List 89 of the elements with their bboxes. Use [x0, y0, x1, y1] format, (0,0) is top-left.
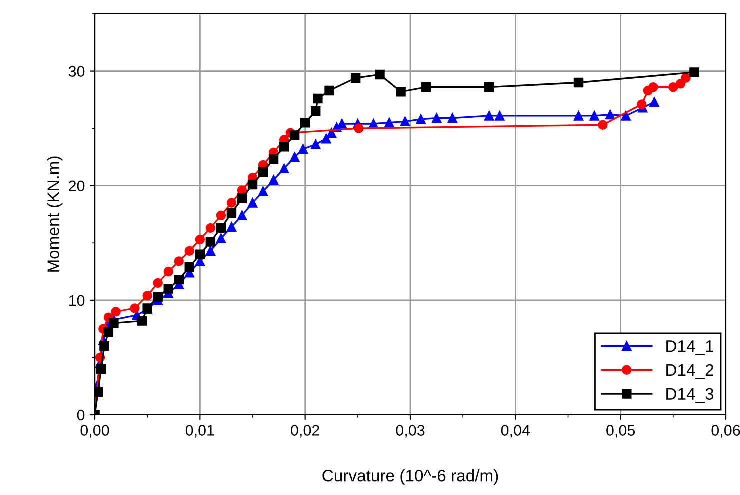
point	[290, 152, 300, 162]
point	[484, 111, 494, 121]
point	[448, 113, 458, 124]
point	[174, 274, 184, 285]
point	[248, 180, 258, 190]
x-tick-label: 0,06	[712, 425, 740, 438]
point	[350, 73, 361, 84]
point	[384, 118, 394, 128]
point	[300, 118, 310, 128]
point	[650, 97, 660, 108]
point	[416, 114, 426, 124]
point	[310, 140, 321, 150]
point	[109, 318, 119, 328]
point	[432, 113, 442, 124]
point	[258, 167, 268, 177]
point	[142, 290, 152, 301]
x-tick-label: 0,02	[291, 425, 320, 438]
legend-label: D14_1	[666, 340, 714, 356]
point	[248, 198, 258, 208]
point	[137, 316, 148, 326]
point	[621, 111, 631, 121]
point	[421, 82, 432, 92]
point	[590, 111, 600, 121]
y-tick-label: 0	[77, 410, 85, 421]
point	[111, 307, 121, 317]
point	[216, 223, 226, 234]
y-tick-label: 10	[69, 295, 85, 306]
legend-label: D14_3	[666, 388, 714, 404]
point	[206, 237, 216, 247]
point	[396, 87, 406, 97]
point	[153, 292, 163, 302]
y-tick-label: 20	[69, 180, 85, 192]
point	[226, 222, 237, 232]
point	[310, 106, 321, 116]
point	[164, 266, 174, 277]
point	[206, 223, 216, 234]
point	[375, 70, 385, 80]
point	[279, 164, 290, 174]
point	[226, 198, 237, 208]
point	[216, 210, 226, 221]
point	[268, 175, 279, 185]
point	[96, 364, 106, 374]
x-tick-label: 0,03	[396, 425, 425, 438]
legend-label: D14_2	[666, 364, 714, 380]
point	[648, 82, 658, 92]
point	[104, 328, 114, 338]
point	[290, 130, 300, 140]
point	[495, 111, 505, 121]
point	[164, 284, 174, 294]
point	[279, 142, 290, 152]
point	[206, 246, 216, 256]
y-axis-title: Moment (KN.m)	[47, 156, 63, 272]
point	[574, 111, 584, 121]
point	[237, 210, 248, 221]
point	[226, 208, 237, 218]
point	[258, 186, 268, 196]
point	[174, 256, 184, 266]
point	[130, 304, 140, 314]
point	[153, 278, 163, 288]
x-tick-label: 0,05	[606, 425, 636, 438]
x-tick-label: 0,04	[501, 425, 530, 438]
point	[400, 116, 410, 127]
x-axis-title: Curvature (10^-6 rad/m)	[322, 470, 498, 486]
point	[337, 119, 348, 129]
point	[322, 134, 332, 144]
point	[184, 262, 195, 272]
point	[354, 124, 364, 134]
point	[676, 79, 686, 89]
point	[484, 82, 494, 92]
point	[268, 154, 279, 164]
point	[324, 86, 334, 96]
y-tick-label: 30	[68, 66, 85, 77]
point	[184, 246, 195, 256]
point	[681, 73, 691, 84]
point	[598, 120, 608, 130]
point	[298, 144, 308, 154]
point	[216, 234, 226, 244]
point	[668, 82, 678, 92]
point	[637, 100, 647, 110]
point	[100, 341, 110, 352]
x-tick-label: 0,00	[80, 425, 110, 438]
point	[605, 110, 616, 120]
x-tick-label: 0,01	[186, 425, 214, 438]
point	[690, 68, 700, 78]
point	[313, 94, 323, 104]
point	[574, 78, 584, 88]
point	[195, 234, 206, 245]
point	[195, 250, 206, 260]
point	[237, 194, 248, 204]
